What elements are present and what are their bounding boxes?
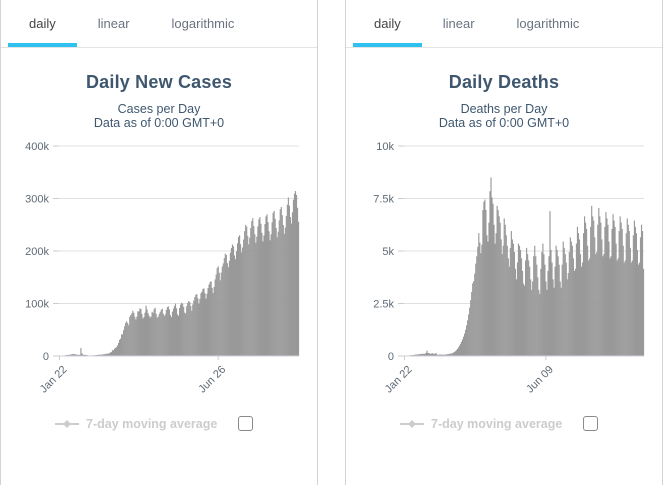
page-title: Daily Deaths	[448, 72, 560, 92]
tab-daily[interactable]: daily	[353, 0, 422, 47]
svg-text:0: 0	[388, 351, 394, 363]
svg-text:Jan 22: Jan 22	[383, 364, 415, 396]
svg-text:200k: 200k	[25, 246, 49, 258]
daily-deaths-chart: 0 2.5k 5k 7.5k 10k Jan 22 Jun 09	[373, 141, 645, 396]
moving-average-legend-label: 7-day moving average	[431, 416, 563, 431]
tab-daily[interactable]: daily	[8, 0, 77, 47]
chart-subtitle: Cases per Day Data as of 0:00 GMT+0	[1, 102, 317, 130]
legend-row[interactable]: 7-day moving average	[55, 416, 317, 431]
svg-text:Jun 26: Jun 26	[196, 364, 228, 396]
tab-logarithmic[interactable]: logarithmic	[171, 16, 235, 31]
svg-text:300k: 300k	[25, 194, 49, 206]
legend-row[interactable]: 7-day moving average	[400, 416, 662, 431]
tab-linear[interactable]: linear	[442, 16, 475, 31]
svg-text:100k: 100k	[25, 299, 49, 311]
svg-text:0: 0	[43, 351, 49, 363]
cases-graph-tabs: daily linear logarithmic	[1, 0, 317, 48]
tab-linear[interactable]: linear	[97, 16, 130, 31]
svg-text:2.5k: 2.5k	[373, 299, 394, 311]
moving-average-checkbox[interactable]	[238, 416, 254, 431]
moving-average-marker-icon	[400, 419, 424, 428]
svg-text:400k: 400k	[25, 141, 49, 153]
svg-text:10k: 10k	[376, 141, 394, 153]
subtitle-line-2: Data as of 0:00 GMT+0	[93, 116, 225, 130]
subtitle-line-2: Data as of 0:00 GMT+0	[438, 116, 570, 130]
moving-average-legend-label: 7-day moving average	[86, 416, 218, 431]
deaths-graph-tabs: daily linear logarithmic	[346, 0, 662, 48]
svg-text:Jun 09: Jun 09	[524, 364, 556, 396]
svg-text:Jan 22: Jan 22	[38, 364, 70, 396]
subtitle-line-1: Cases per Day	[117, 102, 201, 116]
moving-average-marker-icon	[55, 419, 79, 428]
chart-subtitle: Deaths per Day Data as of 0:00 GMT+0	[346, 102, 662, 130]
page-title: Daily New Cases	[85, 72, 233, 92]
daily-new-cases-panel: daily linear logarithmic Daily New Cases…	[0, 0, 318, 485]
svg-text:5k: 5k	[382, 246, 394, 258]
daily-deaths-panel: daily linear logarithmic Daily Deaths De…	[345, 0, 663, 485]
moving-average-checkbox[interactable]	[583, 416, 599, 431]
tab-logarithmic[interactable]: logarithmic	[516, 16, 580, 31]
subtitle-line-1: Deaths per Day	[460, 102, 548, 116]
svg-text:7.5k: 7.5k	[373, 194, 394, 206]
daily-new-cases-chart: 0 100k 200k 300k 400k Jan 22 Jun 26	[25, 141, 300, 396]
